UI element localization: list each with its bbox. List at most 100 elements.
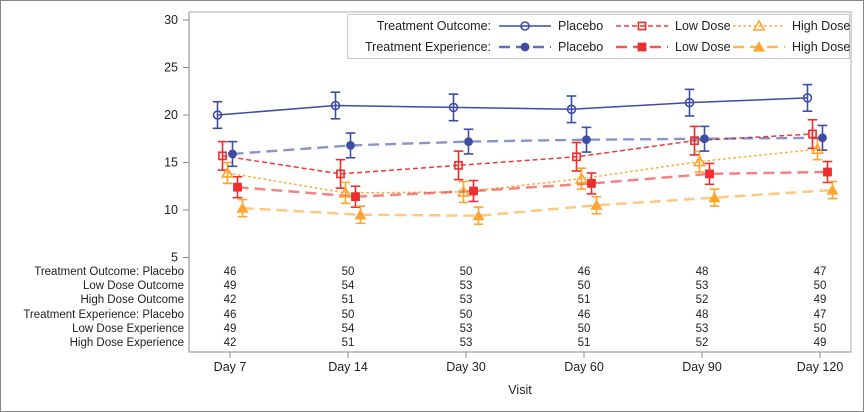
axis-table-row-label: Treatment Outcome: Placebo [34,266,184,278]
y-axis-tick-label: 10 [164,203,178,217]
axis-table-value: 53 [459,294,473,307]
axis-table-value: 52 [695,337,709,349]
legend-entry-label: Low Dose [675,40,731,54]
marker-square-filled [351,192,360,202]
axis-table-row-label: Low Dose Outcome [83,280,184,293]
axis-table-value: 48 [695,308,709,321]
axis-table-value: 53 [459,280,473,293]
axis-table-value: 42 [223,337,237,349]
x-axis-tick-label: Day 60 [564,360,604,374]
axis-table-value: 51 [341,294,355,307]
marker-circle-open [212,110,223,120]
marker-circle-open [330,100,341,111]
axis-table-row-label: Treatment Experience: Placebo [23,308,184,321]
line-marker-swatch-icon [498,19,552,33]
x-axis-tick-label: Day 30 [446,360,486,374]
axis-table-value: 53 [695,280,709,293]
axis-table-value: 53 [459,337,473,349]
axis-table-value: 50 [577,322,591,335]
marker-circle-filled [346,141,355,150]
x-axis-title: Visit [508,383,532,397]
axis-table-row: Treatment Outcome: Placebo 46 50 50 46 48 47 [1,265,863,279]
axis-table-value: 49 [223,322,237,335]
axis-table-value: 42 [223,294,237,307]
series-high-dose-experience [237,180,838,226]
marker-circle-filled [818,133,827,143]
marker-triangle-open [456,185,471,197]
marker-square-open [690,136,699,146]
axis-table-row: Low Dose Outcome 49 54 53 50 53 50 [1,279,863,293]
marker-square-filled [469,186,478,196]
marker-triangle-open [220,166,235,178]
axis-table-value: 46 [223,308,237,321]
marker-square-filled [587,179,596,188]
axis-table-value: 53 [459,322,473,335]
axis-table-row-label: High Dose Outcome [80,294,184,307]
y-axis-tick-label: 15 [164,156,178,170]
marker-triangle-open [338,186,353,198]
legend-entry-high-dose-experience: High Dose [732,40,851,54]
axis-table-value: 50 [813,322,827,335]
legend-entry-label: High Dose [792,19,851,33]
marker-triangle-filled [472,209,485,221]
axis-table-value: 46 [577,266,591,278]
marker-circle-filled [582,135,591,145]
swatch-marker [520,42,530,52]
swatch-svg [616,42,668,52]
line-marker-swatch-icon [732,40,786,54]
axis-table-value: 49 [813,294,827,307]
swatch-svg [733,41,785,52]
marker-triangle-filled [590,199,603,210]
axis-table-value: 51 [577,294,591,307]
swatch-marker [752,19,766,31]
marker-square-open [218,151,227,161]
legend-entry-label: Placebo [558,40,604,54]
y-axis-tick-label: 30 [164,13,178,27]
axis-table-row-label: Low Dose Experience [72,322,184,335]
marker-triangle-open [810,142,825,154]
axis-table-value: 50 [341,266,355,278]
swatch-marker [520,21,530,31]
swatch-marker [753,41,765,52]
axis-table-value: 50 [459,266,473,278]
axis-table-value: 49 [813,337,827,349]
legend-row-experience: Treatment Experience: Placebo Low Dose H… [348,37,851,58]
series-line-placebo-outcome [217,97,808,116]
legend-group-label-experience: Treatment Experience: [365,40,491,54]
line-marker-swatch-icon [615,19,669,33]
axis-table-value: 51 [341,337,355,349]
axis-table-value: 54 [341,322,355,335]
x-axis-tick-label: Day 7 [214,360,247,374]
axis-table-value: 52 [695,294,709,307]
series-line-low-dose-experience [237,170,828,198]
legend-entry-label: Placebo [558,19,604,33]
series-low-dose-outcome [217,118,818,189]
x-axis-tick-label: Day 14 [328,360,368,374]
swatch-marker [637,42,647,52]
series-line-high-dose-experience [242,188,833,217]
swatch-svg [616,21,668,31]
marker-triangle-filled [236,202,249,213]
axis-table-value: 46 [223,266,237,278]
axis-table-value: 50 [813,280,827,293]
marker-square-open [808,129,817,139]
y-axis-tick-label: 5 [171,251,178,265]
legend-entry-label: High Dose [792,40,851,54]
legend-entry-placebo-outcome: Placebo [498,19,615,33]
marker-triangle-open [574,172,589,184]
axis-table-value: 47 [813,308,827,321]
series-line-low-dose-outcome [222,133,813,175]
legend-entry-label: Low Dose [675,19,731,33]
axis-table-value: 50 [341,308,355,321]
marker-circle-open [684,97,695,108]
marker-square-open [454,160,463,170]
axis-table-row: Treatment Experience: Placebo 46 50 50 46 48 4… [1,308,863,322]
marker-square-filled [705,169,714,179]
marker-circle-open [448,102,459,113]
axis-table-row: High Dose Outcome 42 51 53 51 52 49 [1,293,863,307]
axis-table-row-label: High Dose Experience [69,337,184,349]
marker-triangle-open [692,154,707,167]
marker-triangle-filled [826,184,839,195]
legend: Treatment Outcome: Placebo Low Dose High… [347,14,850,59]
